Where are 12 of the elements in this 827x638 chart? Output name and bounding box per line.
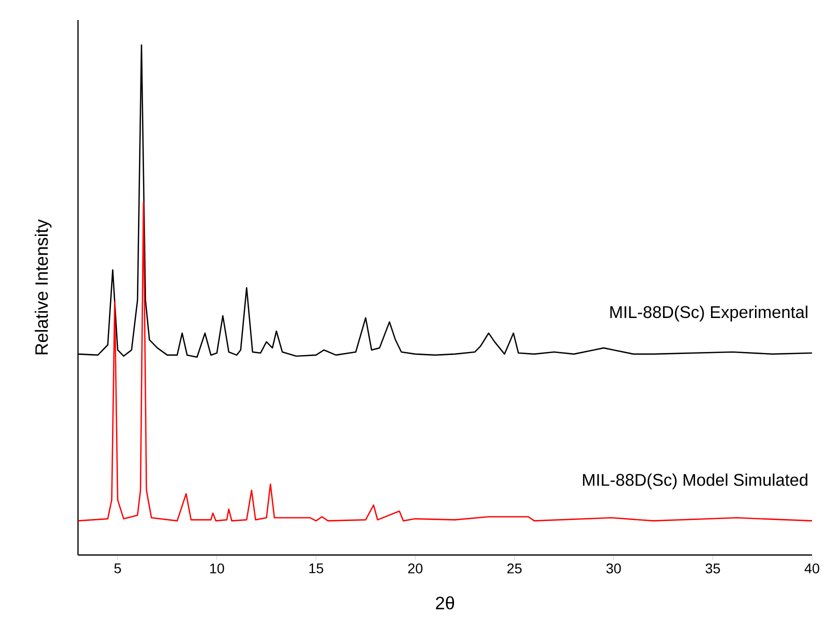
x-tick-label: 35 — [706, 564, 720, 574]
x-tick-label: 5 — [114, 564, 121, 574]
series-label: MIL-88D(Sc) Model Simulated — [583, 473, 808, 490]
x-axis-title: 2θ — [436, 596, 454, 610]
y-axis-title: Relative Intensity — [34, 219, 52, 354]
x-tick-label: 15 — [309, 564, 324, 574]
x-tick-label: 40 — [804, 564, 820, 574]
x-tick-label: 20 — [408, 564, 422, 574]
series-label: MIL-88D(Sc) Experimental — [610, 306, 808, 322]
x-tick-label: 10 — [210, 564, 224, 574]
x-tick-label: 30 — [606, 564, 621, 574]
x-tick-label: 25 — [507, 564, 522, 574]
